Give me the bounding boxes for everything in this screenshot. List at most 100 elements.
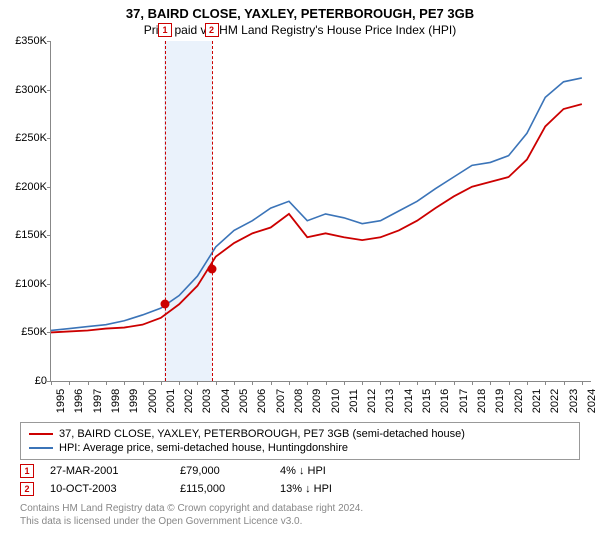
xtick-line <box>51 381 52 385</box>
xtick-line <box>216 381 217 385</box>
xtick-label: 2013 <box>384 389 396 413</box>
chart-title: 37, BAIRD CLOSE, YAXLEY, PETERBOROUGH, P… <box>0 0 600 21</box>
xtick-label: 2009 <box>311 389 323 413</box>
xtick-line <box>234 381 235 385</box>
xtick-label: 2024 <box>586 389 598 413</box>
ytick-label: £150K <box>3 229 47 241</box>
legend-label-paid: 37, BAIRD CLOSE, YAXLEY, PETERBOROUGH, P… <box>59 428 465 440</box>
ytick-line <box>47 187 51 188</box>
sale-delta: 4% ↓ HPI <box>280 465 326 477</box>
legend-swatch-hpi <box>29 447 53 449</box>
sale-row: 1 27-MAR-2001£79,0004% ↓ HPI <box>20 464 580 478</box>
xtick-label: 2007 <box>275 389 287 413</box>
xtick-label: 2000 <box>147 389 159 413</box>
xtick-label: 2022 <box>549 389 561 413</box>
sale-price: £79,000 <box>180 465 280 477</box>
xtick-label: 2001 <box>165 389 177 413</box>
xtick-label: 2023 <box>568 389 580 413</box>
ytick-label: £0 <box>3 375 47 387</box>
xtick-label: 1997 <box>92 389 104 413</box>
sale-point <box>207 265 216 274</box>
sale-marker-icon: 2 <box>20 482 34 496</box>
xtick-label: 2010 <box>330 389 342 413</box>
container: 37, BAIRD CLOSE, YAXLEY, PETERBOROUGH, P… <box>0 0 600 560</box>
legend-swatch-paid <box>29 433 53 435</box>
ytick-label: £350K <box>3 35 47 47</box>
xtick-line <box>509 381 510 385</box>
xtick-line <box>417 381 418 385</box>
sales-rows: 1 27-MAR-2001£79,0004% ↓ HPI 2 10-OCT-2003£… <box>0 464 600 496</box>
xtick-line <box>252 381 253 385</box>
xtick-line <box>380 381 381 385</box>
xtick-line <box>435 381 436 385</box>
xtick-line <box>143 381 144 385</box>
legend-label-hpi: HPI: Average price, semi-detached house,… <box>59 442 348 454</box>
xtick-label: 1998 <box>110 389 122 413</box>
xtick-line <box>179 381 180 385</box>
ytick-line <box>47 138 51 139</box>
legend: 37, BAIRD CLOSE, YAXLEY, PETERBOROUGH, P… <box>20 422 580 460</box>
plot-svg <box>51 41 591 381</box>
xtick-line <box>124 381 125 385</box>
ytick-label: £100K <box>3 278 47 290</box>
marker-line <box>165 41 166 381</box>
xtick-label: 2020 <box>513 389 525 413</box>
xtick-line <box>454 381 455 385</box>
chart-area: £0£50K£100K£150K£200K£250K£300K£350K1995… <box>50 41 591 382</box>
ytick-label: £50K <box>3 326 47 338</box>
ytick-label: £250K <box>3 132 47 144</box>
sale-date: 27-MAR-2001 <box>50 465 180 477</box>
ytick-line <box>47 284 51 285</box>
xtick-line <box>271 381 272 385</box>
ytick-line <box>47 41 51 42</box>
xtick-label: 2019 <box>494 389 506 413</box>
xtick-line <box>527 381 528 385</box>
xtick-label: 2005 <box>238 389 250 413</box>
series-hpi <box>51 78 582 331</box>
legend-row-hpi: HPI: Average price, semi-detached house,… <box>29 441 571 455</box>
xtick-label: 2006 <box>256 389 268 413</box>
attribution-line1: Contains HM Land Registry data © Crown c… <box>20 502 580 515</box>
xtick-line <box>582 381 583 385</box>
xtick-label: 2004 <box>220 389 232 413</box>
sale-marker-icon: 1 <box>20 464 34 478</box>
xtick-label: 2012 <box>366 389 378 413</box>
xtick-line <box>106 381 107 385</box>
sale-date: 10-OCT-2003 <box>50 483 180 495</box>
xtick-line <box>289 381 290 385</box>
chart-subtitle: Price paid vs. HM Land Registry's House … <box>0 21 600 41</box>
xtick-label: 1999 <box>128 389 140 413</box>
xtick-line <box>564 381 565 385</box>
marker-box: 1 <box>158 23 172 37</box>
attribution-line2: This data is licensed under the Open Gov… <box>20 515 580 528</box>
series-paid <box>51 104 582 332</box>
xtick-line <box>326 381 327 385</box>
xtick-line <box>69 381 70 385</box>
legend-row-paid: 37, BAIRD CLOSE, YAXLEY, PETERBOROUGH, P… <box>29 427 571 441</box>
xtick-line <box>545 381 546 385</box>
xtick-label: 2002 <box>183 389 195 413</box>
ytick-line <box>47 235 51 236</box>
sale-point <box>161 300 170 309</box>
ytick-label: £200K <box>3 181 47 193</box>
xtick-label: 2011 <box>348 389 360 413</box>
xtick-label: 2015 <box>421 389 433 413</box>
xtick-label: 1995 <box>55 389 67 413</box>
attribution: Contains HM Land Registry data © Crown c… <box>20 502 580 528</box>
xtick-line <box>362 381 363 385</box>
xtick-line <box>88 381 89 385</box>
ytick-line <box>47 90 51 91</box>
sale-delta: 13% ↓ HPI <box>280 483 332 495</box>
marker-line <box>212 41 213 381</box>
xtick-line <box>344 381 345 385</box>
xtick-line <box>472 381 473 385</box>
marker-box: 2 <box>205 23 219 37</box>
sale-row: 2 10-OCT-2003£115,00013% ↓ HPI <box>20 482 580 496</box>
sale-price: £115,000 <box>180 483 280 495</box>
xtick-label: 2016 <box>439 389 451 413</box>
xtick-line <box>161 381 162 385</box>
ytick-label: £300K <box>3 84 47 96</box>
xtick-line <box>307 381 308 385</box>
ytick-line <box>47 332 51 333</box>
xtick-line <box>490 381 491 385</box>
